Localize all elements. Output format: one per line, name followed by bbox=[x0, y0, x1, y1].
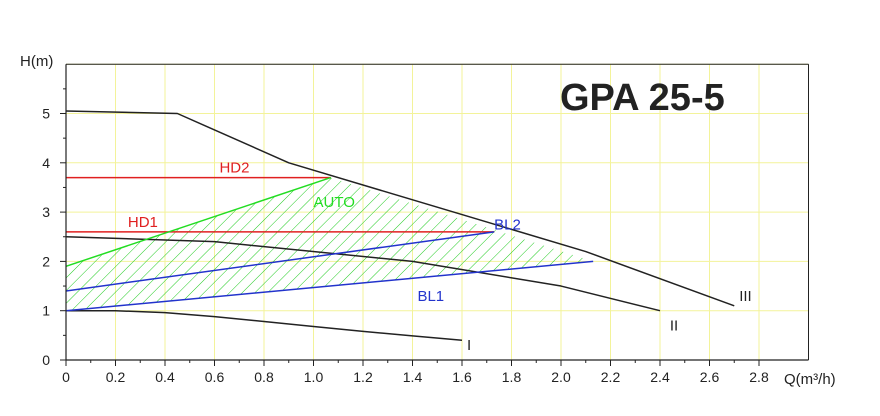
curve-label-ii: II bbox=[670, 317, 678, 334]
y-tick-label: 3 bbox=[42, 204, 50, 220]
x-tick-label: 1.0 bbox=[304, 369, 324, 385]
chart-title: GPA 25-5 bbox=[560, 77, 725, 119]
series-line-ii bbox=[65, 236, 661, 312]
y-tick-label: 0 bbox=[42, 352, 50, 368]
y-tick-label: 4 bbox=[42, 155, 50, 171]
curve-label-iii: III bbox=[739, 288, 752, 305]
x-tick-label: 1.2 bbox=[353, 369, 373, 385]
y-tick-label: 1 bbox=[42, 303, 50, 319]
series-line-bl2 bbox=[65, 231, 495, 292]
curve-label-hd1: HD1 bbox=[128, 214, 158, 231]
x-tick-label: 2.0 bbox=[551, 369, 571, 385]
y-tick-label: 2 bbox=[42, 253, 50, 269]
x-tick-label: 2.2 bbox=[601, 369, 621, 385]
x-tick-label: 1.8 bbox=[502, 369, 522, 385]
x-axis-title: Q(m³/h) bbox=[784, 371, 836, 388]
curve-label-auto: AUTO bbox=[314, 194, 355, 211]
x-tick-label: 0.6 bbox=[205, 369, 225, 385]
x-tick-label: 1.6 bbox=[452, 369, 472, 385]
x-tick-label: 2.8 bbox=[749, 369, 769, 385]
curve-label-bl2: BL2 bbox=[494, 216, 521, 233]
x-tick-label: 0.8 bbox=[254, 369, 274, 385]
curve-label-bl1: BL1 bbox=[417, 288, 444, 305]
series-line-iii bbox=[65, 110, 735, 307]
curve-label-hd2: HD2 bbox=[219, 160, 249, 177]
curve-label-i: I bbox=[467, 337, 471, 354]
y-axis-title: H(m) bbox=[20, 53, 53, 70]
series-layer bbox=[65, 110, 735, 342]
series-line-i bbox=[66, 309, 463, 342]
x-tick-label: 2.4 bbox=[650, 369, 670, 385]
x-tick-label: 2.6 bbox=[700, 369, 720, 385]
series-line-bl1 bbox=[65, 260, 594, 312]
x-tick-label: 0 bbox=[62, 369, 70, 385]
auto-region-layer bbox=[66, 177, 594, 311]
y-tick-label: 5 bbox=[42, 106, 50, 122]
x-tick-label: 0.2 bbox=[106, 369, 126, 385]
series-line-auto bbox=[65, 176, 332, 268]
x-tick-label: 1.4 bbox=[403, 369, 423, 385]
x-tick-label: 0.4 bbox=[155, 369, 175, 385]
auto-region-hatch bbox=[66, 177, 594, 311]
axes: 0 0.2 0.4 0.6 0.8 1.0 1.2 1.4 1.6 1.8 2.0 2.2 2.4 2.6… bbox=[42, 63, 809, 385]
